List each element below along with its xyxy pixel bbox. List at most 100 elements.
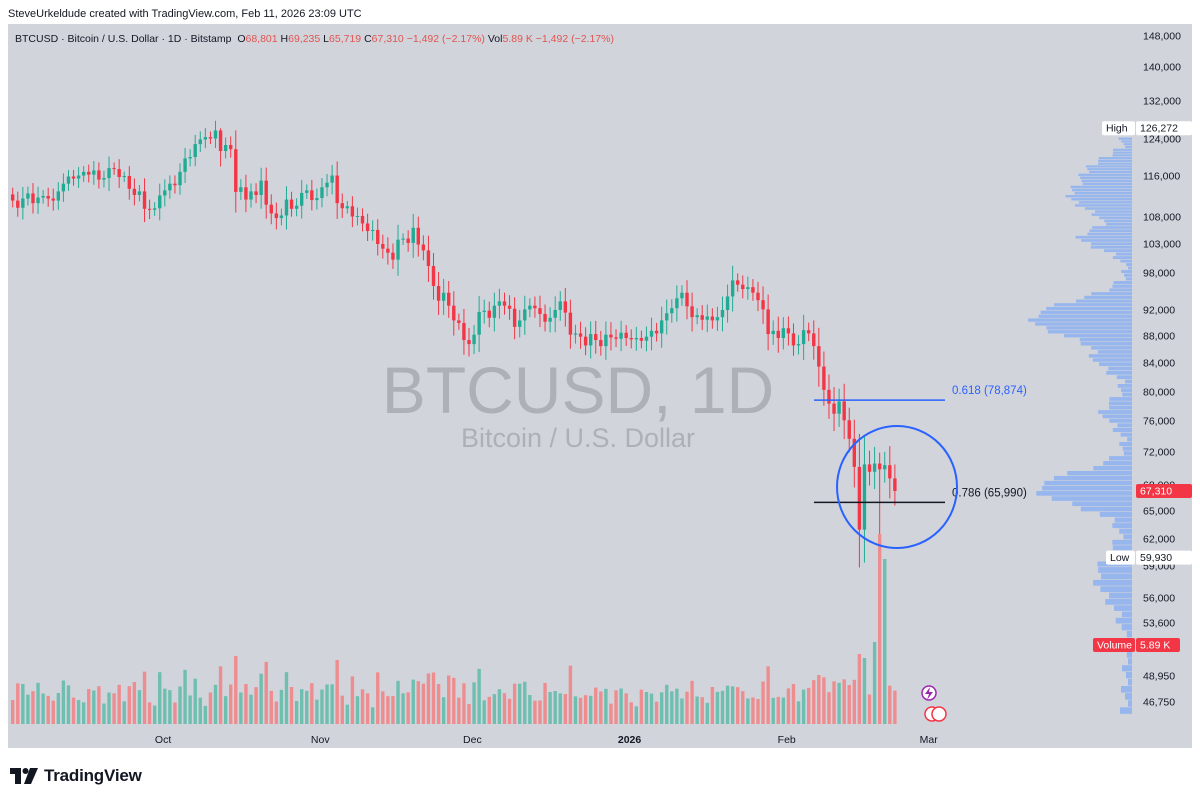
volume-bar: [229, 684, 233, 724]
volume-profile-bar: [1121, 270, 1132, 274]
volume-profile-bar: [1105, 599, 1132, 605]
candle-body: [36, 197, 40, 204]
volume-profile-bar: [1122, 446, 1132, 451]
candle-body: [122, 176, 126, 178]
volume-profile-bar: [1126, 263, 1132, 267]
volume-bar: [421, 683, 426, 724]
candle-body: [766, 309, 770, 335]
volume-bar: [269, 690, 273, 724]
volume-bar: [431, 672, 436, 724]
volume-bar: [568, 665, 573, 724]
volume-bar: [411, 679, 415, 724]
candle-body: [112, 168, 116, 170]
volume-bar: [208, 692, 213, 724]
y-axis-tick-label: 46,750: [1143, 697, 1175, 709]
volume-bar: [188, 695, 192, 724]
x-axis-tick-label: Nov: [311, 734, 330, 746]
volume-bar: [223, 696, 228, 724]
candle-body: [796, 344, 801, 346]
volume-bar: [315, 699, 319, 724]
candle-body: [158, 195, 162, 209]
candle-body: [573, 333, 578, 335]
candle-body: [872, 463, 877, 472]
volume-bar: [370, 707, 375, 724]
volume-bar: [97, 686, 101, 724]
volume-bar: [158, 672, 162, 724]
volume-profile-bar: [1084, 295, 1132, 299]
volume-bar: [715, 691, 720, 724]
volume-profile-bar: [1121, 665, 1132, 672]
volume-profile-bar: [1098, 567, 1132, 573]
volume-bar: [771, 697, 775, 724]
volume-bar: [588, 695, 593, 724]
candle-body: [269, 204, 273, 214]
last-price-badge: 67,310: [1140, 485, 1172, 497]
last-price-badge-bg: [1136, 483, 1192, 498]
y-axis-tick-label: 124,000: [1143, 134, 1181, 146]
candle-body: [741, 284, 745, 290]
tradingview-logo[interactable]: TradingView: [10, 764, 142, 788]
y-axis-tick-label: 76,000: [1143, 416, 1175, 428]
volume-bar: [325, 684, 329, 724]
volume-bar: [852, 679, 857, 724]
volume-bar: [766, 666, 770, 724]
volume-profile-bar: [1112, 427, 1132, 433]
volume-bar: [786, 688, 791, 724]
candle-body: [173, 183, 177, 186]
volume-bar: [350, 676, 355, 724]
candle-body: [41, 195, 45, 198]
volume-bar: [117, 684, 121, 724]
volume-bar: [244, 684, 248, 724]
volume-profile-bar: [1044, 480, 1132, 486]
volume-bar: [548, 692, 552, 724]
volume-value: 5.89 K: [502, 33, 533, 45]
close-value: 67,310: [371, 33, 404, 45]
symbol-legend: BTCUSD · Bitcoin / U.S. Dollar · 1D · Bi…: [15, 33, 614, 45]
volume-bar: [847, 685, 851, 724]
volume-bar: [127, 686, 132, 724]
volume-bar: [619, 688, 623, 724]
volume-profile-bar: [1091, 242, 1132, 246]
candle-body: [806, 330, 811, 334]
volume-bar: [218, 666, 223, 724]
volume-bar: [406, 692, 410, 724]
volume-bar: [56, 693, 61, 724]
volume-bar: [523, 681, 527, 724]
candle-body: [61, 183, 66, 192]
y-axis-tick-label: 92,000: [1143, 305, 1175, 317]
volume-bar: [249, 694, 253, 724]
candle-body: [447, 292, 451, 306]
us-flag-event-icon-2: [931, 706, 947, 722]
candle-body: [223, 145, 228, 152]
volume-bar: [381, 691, 385, 724]
volume-bar: [173, 702, 177, 724]
volume-profile-bar: [1109, 418, 1132, 423]
volume-bar: [558, 693, 562, 724]
volume-profile-bar: [1106, 370, 1132, 375]
volume-profile-bar: [1112, 284, 1132, 288]
volume-profile-bar: [1109, 405, 1132, 410]
volume-bar: [700, 697, 704, 724]
volume-bar: [330, 684, 334, 724]
chart-area[interactable]: BTCUSD, 1D Bitcoin / U.S. Dollar 148,000 14…: [8, 24, 1192, 748]
high-value: 69,235: [288, 33, 321, 45]
candle-body: [401, 238, 405, 240]
volume-bar: [806, 687, 811, 724]
candle-body: [315, 198, 319, 201]
volume-bar: [87, 689, 91, 724]
candle-body: [801, 330, 806, 345]
candle-body: [563, 301, 568, 313]
volume-profile-bar: [1051, 496, 1132, 501]
candle-body: [467, 340, 471, 345]
y-axis-tick-label: 132,000: [1143, 96, 1181, 108]
volume-profile-bar: [1112, 148, 1132, 151]
volume-bar: [720, 690, 725, 724]
volume-bar: [452, 677, 456, 724]
volume-profile-bar: [1078, 201, 1132, 204]
low-label: L: [323, 33, 330, 45]
candle-body: [518, 320, 522, 327]
volume-profile-bar: [1099, 511, 1132, 517]
candle-body: [675, 298, 679, 309]
volume-profile-bar: [1118, 137, 1132, 140]
